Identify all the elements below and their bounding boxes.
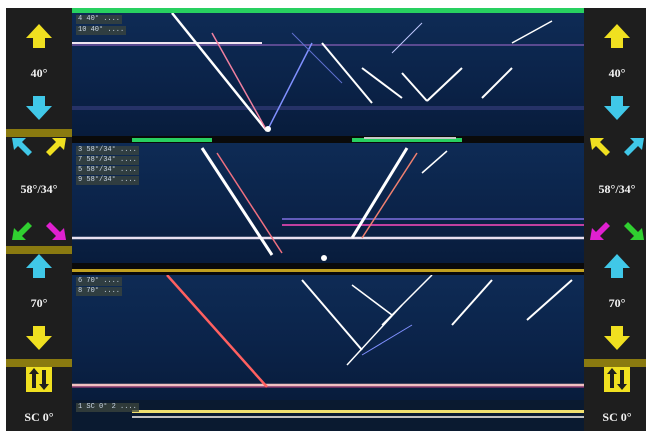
swap-arrows-icon[interactable] <box>604 366 630 392</box>
ultrasound-viewer: 40° 58°/34° 70° SC 0° <box>6 8 646 431</box>
channel-divider <box>6 359 72 367</box>
channel-label-58-34: 58°/34° <box>20 182 58 196</box>
arrow-up-icon[interactable] <box>604 254 630 278</box>
b-scan-70 <box>72 275 584 388</box>
channel-label-70: 70° <box>30 296 48 310</box>
arrow-diagonal-icon[interactable] <box>46 222 66 240</box>
gate-tag: 1 SC 0° 2 .... <box>76 403 139 412</box>
arrow-down-icon[interactable] <box>26 96 52 120</box>
channel-label-58-34: 58°/34° <box>598 182 636 196</box>
gate-tag: 9 58°/34° .... <box>76 176 139 185</box>
scan-panel-70[interactable]: 6 70° .... 8 70° .... <box>72 275 584 400</box>
channel-divider <box>584 359 646 367</box>
separator-bar <box>72 136 584 143</box>
left-channel-column: 40° 58°/34° 70° SC 0° <box>6 8 72 431</box>
arrow-diagonal-icon[interactable] <box>12 222 32 240</box>
channel-label-40: 40° <box>30 66 48 80</box>
right-arrows <box>590 24 644 392</box>
arrow-up-icon[interactable] <box>604 24 630 48</box>
right-channel-column: 40° 58°/34° 70° SC 0° <box>584 8 646 431</box>
separator-bar <box>72 263 584 275</box>
status-bar <box>72 8 584 13</box>
arrow-down-icon[interactable] <box>26 326 52 350</box>
arrow-diagonal-icon[interactable] <box>12 138 32 156</box>
gate-tag: 5 58°/34° .... <box>76 166 139 175</box>
gate-tag: 4 40° .... <box>76 15 123 24</box>
swap-arrows-icon[interactable] <box>26 366 52 392</box>
channel-divider <box>6 129 72 137</box>
gate-tag: 6 70° .... <box>76 277 123 286</box>
gate-tag: 3 58°/34° .... <box>76 146 139 155</box>
left-arrows <box>12 24 66 392</box>
arrow-up-icon[interactable] <box>26 254 52 278</box>
b-scan-58-34 <box>72 147 584 261</box>
arrow-diagonal-icon[interactable] <box>624 138 644 156</box>
scan-display: 4 40° .... 10 40° .... 3 58°/34° .... <box>72 8 584 431</box>
scan-panel-40[interactable]: 4 40° .... 10 40° .... <box>72 13 584 136</box>
gate-tag: 7 58°/34° .... <box>76 156 139 165</box>
arrow-down-icon[interactable] <box>604 326 630 350</box>
arrow-diagonal-icon[interactable] <box>590 222 610 240</box>
channel-label-sc0: SC 0° <box>24 410 54 424</box>
arrow-down-icon[interactable] <box>604 96 630 120</box>
sc-strip[interactable]: 1 SC 0° 2 .... <box>72 400 584 431</box>
channel-label-70: 70° <box>608 296 626 310</box>
gate-tag: 8 70° .... <box>76 287 123 296</box>
arrow-up-icon[interactable] <box>26 24 52 48</box>
arrow-diagonal-icon[interactable] <box>46 138 66 156</box>
channel-label-sc0: SC 0° <box>602 410 632 424</box>
gate-tag: 10 40° .... <box>76 26 127 35</box>
arrow-diagonal-icon[interactable] <box>624 222 644 240</box>
arrow-diagonal-icon[interactable] <box>590 138 610 156</box>
channel-divider <box>6 246 72 254</box>
scan-panel-58-34[interactable]: 3 58°/34° .... 7 58°/34° .... 5 58°/34° … <box>72 143 584 263</box>
b-scan-40 <box>72 13 584 132</box>
channel-label-40: 40° <box>608 66 626 80</box>
